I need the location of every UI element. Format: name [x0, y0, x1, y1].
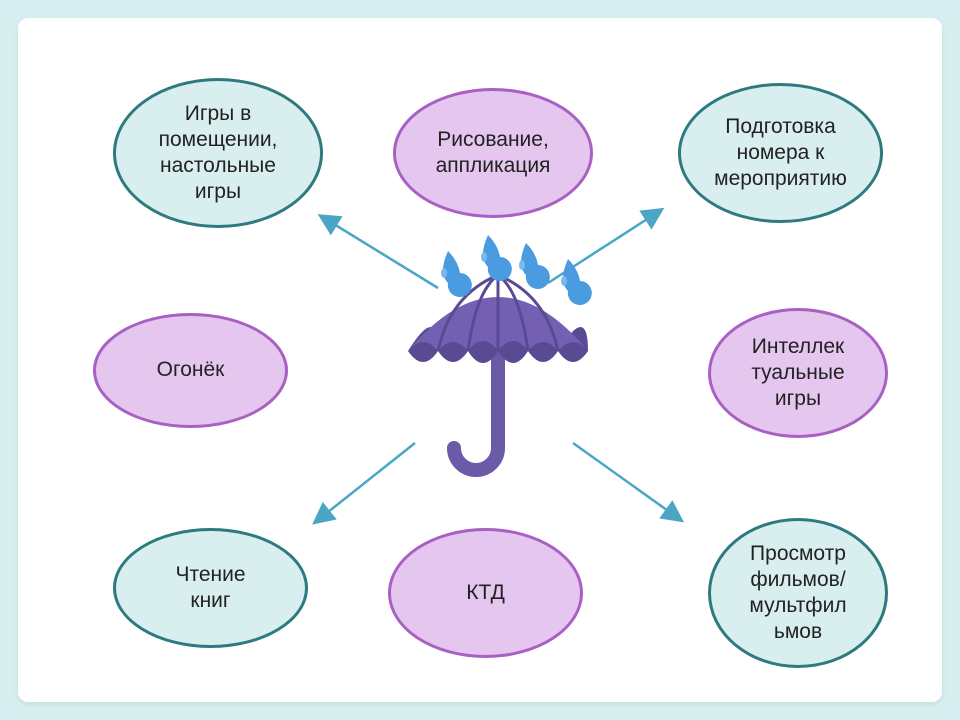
node-ktd: КТД — [388, 528, 583, 658]
node-label: Рисование, аппликация — [436, 127, 551, 180]
node-drawing: Рисование, аппликация — [393, 88, 593, 218]
node-label: Просмотр фильмов/ мультфил ьмов — [749, 541, 846, 646]
node-event-prep: Подготовка номера к мероприятию — [678, 83, 883, 223]
node-reading: Чтение книг — [113, 528, 308, 648]
node-label: Игры в помещении, настольные игры — [159, 101, 278, 206]
node-label: КТД — [466, 580, 505, 606]
node-label: Подготовка номера к мероприятию — [714, 114, 847, 193]
node-ogonek: Огонёк — [93, 313, 288, 428]
node-indoor-games: Игры в помещении, настольные игры — [113, 78, 323, 228]
node-label: Чтение книг — [175, 562, 245, 615]
node-label: Огонёк — [157, 357, 225, 383]
diagram-card: Игры в помещении, настольные игры Рисова… — [18, 18, 942, 702]
node-intellectual: Интеллек туальные игры — [708, 308, 888, 438]
node-movies: Просмотр фильмов/ мультфил ьмов — [708, 518, 888, 668]
node-label: Интеллек туальные игры — [751, 334, 844, 413]
umbrella-icon — [378, 233, 618, 493]
